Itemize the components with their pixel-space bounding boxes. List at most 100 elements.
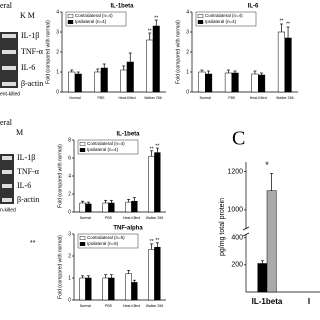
bar	[224, 72, 232, 93]
bar	[284, 37, 292, 93]
annotation: **	[150, 146, 154, 152]
bar	[154, 152, 161, 213]
bar	[266, 190, 277, 293]
legend-swatch	[67, 20, 74, 25]
x-tick-label: Walker 256	[144, 96, 162, 100]
gel-footer: ent-killed	[0, 91, 20, 97]
gel-label: IL-6	[17, 181, 31, 190]
bar	[108, 202, 115, 213]
gel-label: IL-1β	[21, 31, 39, 40]
bar	[258, 74, 266, 93]
y-tick-label: 0	[186, 89, 189, 95]
annotation: **	[150, 239, 154, 245]
bar	[120, 69, 128, 93]
gel	[0, 154, 14, 204]
x-tick-label: Walker 256	[146, 216, 164, 220]
y-tick-label: 2	[186, 49, 189, 55]
bar	[257, 263, 268, 293]
axis-break	[242, 226, 250, 231]
bar	[79, 277, 86, 301]
bar	[152, 25, 160, 93]
y-tick-label: 1	[56, 69, 59, 75]
x-tick-label: PBS	[105, 216, 113, 220]
bar	[148, 155, 155, 213]
legend-label: Contralateral (n=4)	[205, 13, 243, 18]
chart-title: TNF-alpha	[113, 226, 143, 232]
y-axis-label: Fold (compared with normal)	[45, 20, 51, 84]
gel-label: TNF-α	[21, 47, 44, 56]
bar	[131, 200, 138, 213]
annotation: **	[155, 238, 159, 244]
gel-band	[2, 34, 16, 38]
bar	[198, 71, 206, 93]
legend-label: Ipsilateral (n=4)	[75, 19, 107, 24]
bar	[68, 71, 76, 93]
bar	[154, 246, 161, 301]
x-tick-label: Heat-Killed	[118, 96, 135, 100]
bar	[125, 201, 132, 213]
x-tick-label: PBS	[97, 96, 105, 100]
legend-label: Contralateral (n=4)	[87, 141, 125, 146]
bar	[126, 61, 134, 93]
gel	[0, 32, 18, 88]
gel-band	[2, 184, 12, 188]
y-tick-label: 4	[56, 9, 59, 15]
gel-label: IL-1β	[17, 153, 35, 162]
x-tick-label: Heat-Killed	[123, 304, 140, 308]
x-tick-label: PBS	[228, 96, 236, 100]
y-tick-label: 200	[231, 262, 243, 269]
annotation: **	[148, 28, 152, 34]
gel-label: β-actin	[21, 79, 43, 88]
y-axis-label: Fold (compared with normal)	[175, 20, 181, 84]
y-tick-label: 6	[68, 155, 71, 161]
x-tick-label: IL-1beta	[252, 297, 283, 306]
y-tick-label: 3	[186, 29, 189, 35]
legend-label: Contralateral (n=4)	[75, 13, 113, 18]
legend-label: Contralateral (n=5)	[87, 235, 125, 240]
y-tick-label: 0	[68, 209, 71, 215]
gel-lanes: M	[16, 128, 23, 137]
legend-label: Ipsilateral (n=4)	[87, 147, 119, 152]
bar	[251, 73, 259, 93]
x-tick-label: Heat-Killed	[123, 216, 140, 220]
legend-swatch	[79, 147, 86, 152]
bar	[131, 282, 138, 301]
legend-swatch	[67, 13, 74, 18]
y-tick-label: 1000	[227, 207, 243, 214]
x-tick-label: Normal	[69, 96, 81, 100]
x-tick-label: Normal	[200, 96, 212, 100]
bar	[148, 249, 155, 301]
chart-title: IL-1beta	[116, 132, 140, 138]
y-tick-label: 400	[231, 235, 243, 242]
gel-header: eral	[0, 118, 13, 127]
x-tick-label: Normal	[80, 216, 92, 220]
y-tick-label: 2	[56, 49, 59, 55]
legend-box	[65, 11, 127, 27]
bar	[108, 277, 115, 301]
y-tick-label: 2	[68, 191, 71, 197]
bar	[125, 273, 132, 301]
gel-footer: n-killed	[0, 207, 16, 213]
y-tick-label: 2	[68, 253, 71, 259]
bar	[100, 67, 108, 93]
bar	[205, 73, 213, 93]
x-tick-label: PBS	[105, 304, 113, 308]
annotation: *	[265, 160, 269, 170]
annotation: **	[155, 144, 159, 150]
legend-swatch	[197, 20, 204, 25]
gel-band	[2, 50, 16, 54]
y-tick-label: 1200	[227, 168, 243, 175]
y-tick-label: 4	[186, 9, 189, 15]
bar	[231, 72, 239, 93]
legend-swatch	[79, 141, 86, 146]
axis-break	[242, 232, 250, 237]
x-tick-label: Walker 256	[146, 304, 164, 308]
chart-title: IL-6	[248, 4, 259, 10]
gel-band	[2, 66, 16, 70]
bar	[85, 277, 92, 301]
annotation: **	[279, 18, 283, 24]
bar	[79, 202, 86, 213]
x-tick-label: I	[308, 297, 310, 306]
y-tick-label: 3	[68, 231, 71, 237]
